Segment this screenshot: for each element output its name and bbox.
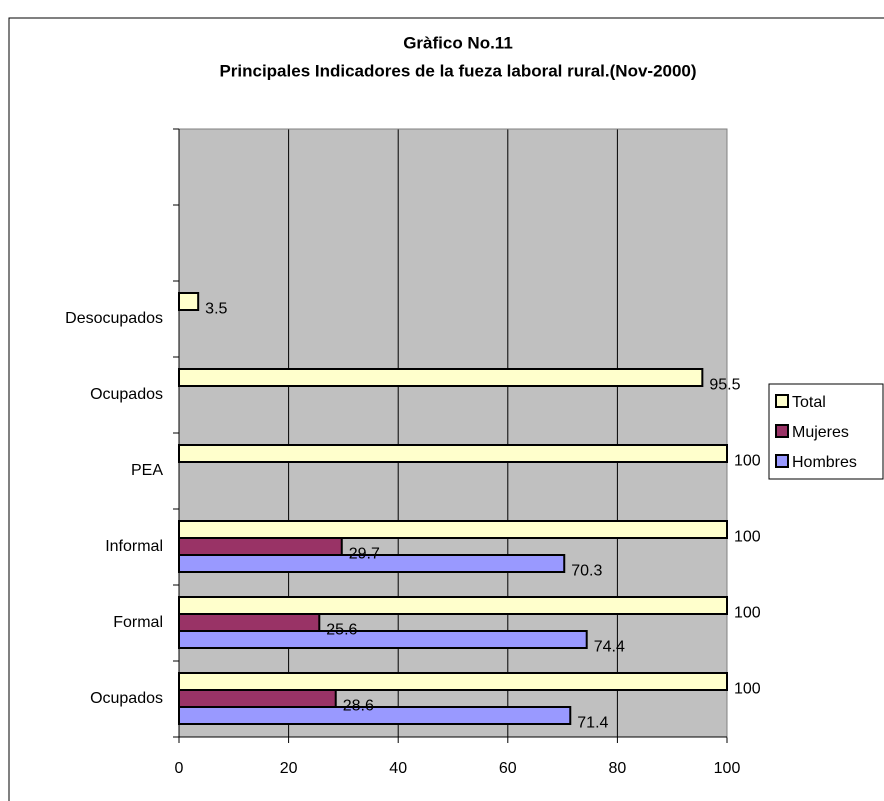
x-tick-label: 20 (280, 760, 298, 777)
value-label: 74.4 (594, 639, 625, 656)
bar (178, 520, 728, 539)
legend-label: Mujeres (792, 424, 849, 441)
bar (178, 596, 728, 615)
legend-swatch (775, 424, 789, 438)
bar (178, 292, 200, 311)
chart-subtitle: Principales Indicadores de la fueza labo… (219, 61, 696, 80)
x-tick-label: 80 (609, 760, 627, 777)
bar (178, 630, 588, 649)
y-tick-label: Desocupados (65, 310, 163, 327)
chart-title: Gràfico No.11 (403, 33, 513, 52)
value-label: 100 (734, 529, 761, 546)
value-label: 100 (734, 453, 761, 470)
x-tick-label: 100 (714, 760, 741, 777)
value-label: 100 (734, 681, 761, 698)
value-label: 95.5 (709, 377, 740, 394)
bar (178, 672, 728, 691)
bar (178, 444, 728, 463)
value-label: 28.6 (343, 698, 374, 715)
x-tick-label: 40 (389, 760, 407, 777)
legend-label: Hombres (792, 454, 857, 471)
legend-label: Total (792, 394, 826, 411)
y-tick-label: Formal (113, 614, 163, 631)
y-tick-label: Informal (105, 538, 163, 555)
y-tick-label: PEA (131, 462, 163, 479)
legend-swatch (775, 394, 789, 408)
legend-swatch (775, 454, 789, 468)
value-label: 25.6 (326, 622, 357, 639)
value-label: 100 (734, 605, 761, 622)
bar (178, 613, 321, 632)
bar (178, 368, 704, 387)
bar (178, 689, 337, 708)
value-label: 70.3 (571, 563, 602, 580)
bar (178, 706, 572, 725)
x-tick-label: 0 (175, 760, 184, 777)
value-label: 3.5 (205, 301, 227, 318)
bar (178, 537, 343, 556)
x-tick-label: 60 (499, 760, 517, 777)
y-tick-label: Ocupados (90, 386, 163, 403)
bar (178, 554, 566, 573)
value-label: 29.7 (349, 546, 380, 563)
value-label: 71.4 (577, 715, 608, 732)
y-tick-label: Ocupados (90, 690, 163, 707)
